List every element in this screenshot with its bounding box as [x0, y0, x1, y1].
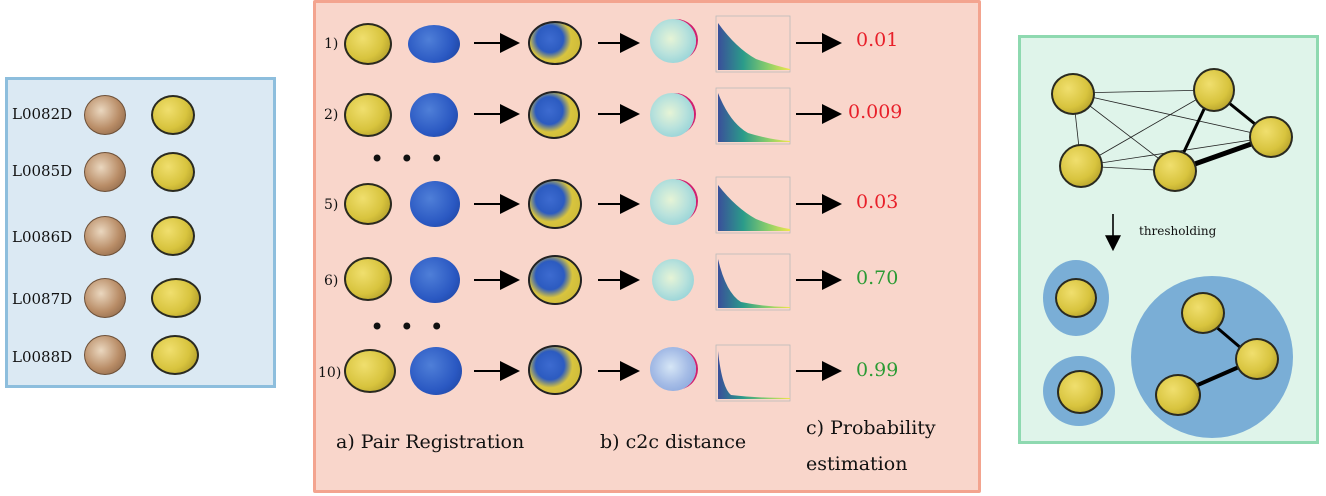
graph-edge — [1072, 92, 1272, 138]
reference-coin — [410, 347, 462, 395]
coin-id-label: L0087D — [12, 290, 73, 308]
graph-node-coin — [1059, 144, 1103, 188]
pipeline-arrows — [474, 15, 842, 402]
coin-id-label: L0085D — [12, 162, 73, 180]
cluster-node-coin — [1055, 278, 1097, 318]
registered-pair — [528, 21, 582, 65]
graph-node-coin — [1153, 150, 1197, 192]
query-coin — [344, 183, 392, 225]
graph-node-coin — [1249, 116, 1293, 158]
cluster-node-coin — [1235, 338, 1279, 380]
row-label: 10) — [318, 365, 342, 381]
coin-scan — [151, 335, 199, 375]
histogram — [718, 185, 790, 231]
coin-photo — [84, 278, 126, 318]
graph-edge — [1072, 89, 1214, 94]
row-label: 2) — [324, 107, 339, 123]
histogram — [718, 23, 790, 70]
registered-pair — [528, 345, 582, 395]
probability-score: 0.99 — [856, 359, 899, 381]
coin-photo — [84, 152, 126, 192]
row-label: 5) — [324, 197, 339, 213]
registered-pair — [528, 255, 582, 305]
caption-probability: c) Probability — [806, 417, 936, 439]
query-coin — [344, 23, 392, 65]
coin-id-label: L0088D — [12, 348, 73, 366]
ellipsis: • • • — [370, 145, 448, 173]
histogram — [718, 351, 790, 399]
graph-edge — [1080, 89, 1214, 167]
graph-panel: thresholding — [1018, 35, 1319, 444]
thresholding-label: thresholding — [1139, 224, 1217, 238]
registered-pair — [528, 179, 582, 229]
graph-node-coin — [1051, 73, 1095, 115]
caption-estimation: estimation — [806, 453, 908, 475]
cluster-node-coin — [1057, 370, 1103, 414]
c2c-map — [650, 347, 696, 391]
coin-photo — [84, 95, 126, 135]
registered-pair — [528, 91, 580, 139]
coin-scan — [151, 278, 201, 318]
c2c-map — [650, 19, 696, 63]
coin-scan — [151, 216, 195, 256]
query-coin — [344, 257, 392, 301]
histogram — [718, 259, 790, 308]
graph-node-coin — [1193, 68, 1235, 112]
coin-scan — [151, 95, 195, 135]
reference-coin — [410, 181, 460, 227]
probability-score: 0.70 — [856, 267, 899, 289]
reference-coin — [410, 257, 460, 303]
coin-photo — [84, 335, 126, 375]
c2c-map — [650, 179, 696, 225]
c2c-map — [650, 93, 694, 137]
coin-id-panel: L0082D L0085D L0086D L0087D L0088D — [5, 77, 276, 388]
coin-photo — [84, 216, 126, 256]
pipeline-panel: 1) 0.01 2) 0.009 • • • 5) 0.03 6) 0.70 •… — [313, 0, 981, 493]
reference-coin — [410, 93, 458, 137]
caption-c2c-distance: b) c2c distance — [600, 431, 747, 453]
coin-id-label: L0086D — [12, 228, 73, 246]
ellipsis: • • • — [370, 313, 448, 341]
probability-score: 0.01 — [856, 29, 899, 51]
query-coin — [344, 93, 392, 137]
caption-pair-registration: a) Pair Registration — [336, 431, 525, 453]
probability-score: 0.009 — [848, 101, 903, 123]
cluster-node-coin — [1181, 292, 1225, 334]
histogram — [718, 93, 790, 142]
probability-score: 0.03 — [856, 191, 899, 213]
c2c-map — [652, 259, 694, 301]
row-label: 1) — [324, 36, 339, 52]
cluster-node-coin — [1155, 374, 1201, 416]
query-coin — [344, 349, 396, 393]
reference-coin — [408, 25, 460, 63]
coin-scan — [151, 152, 195, 192]
row-label: 6) — [324, 273, 339, 289]
coin-id-label: L0082D — [12, 105, 73, 123]
